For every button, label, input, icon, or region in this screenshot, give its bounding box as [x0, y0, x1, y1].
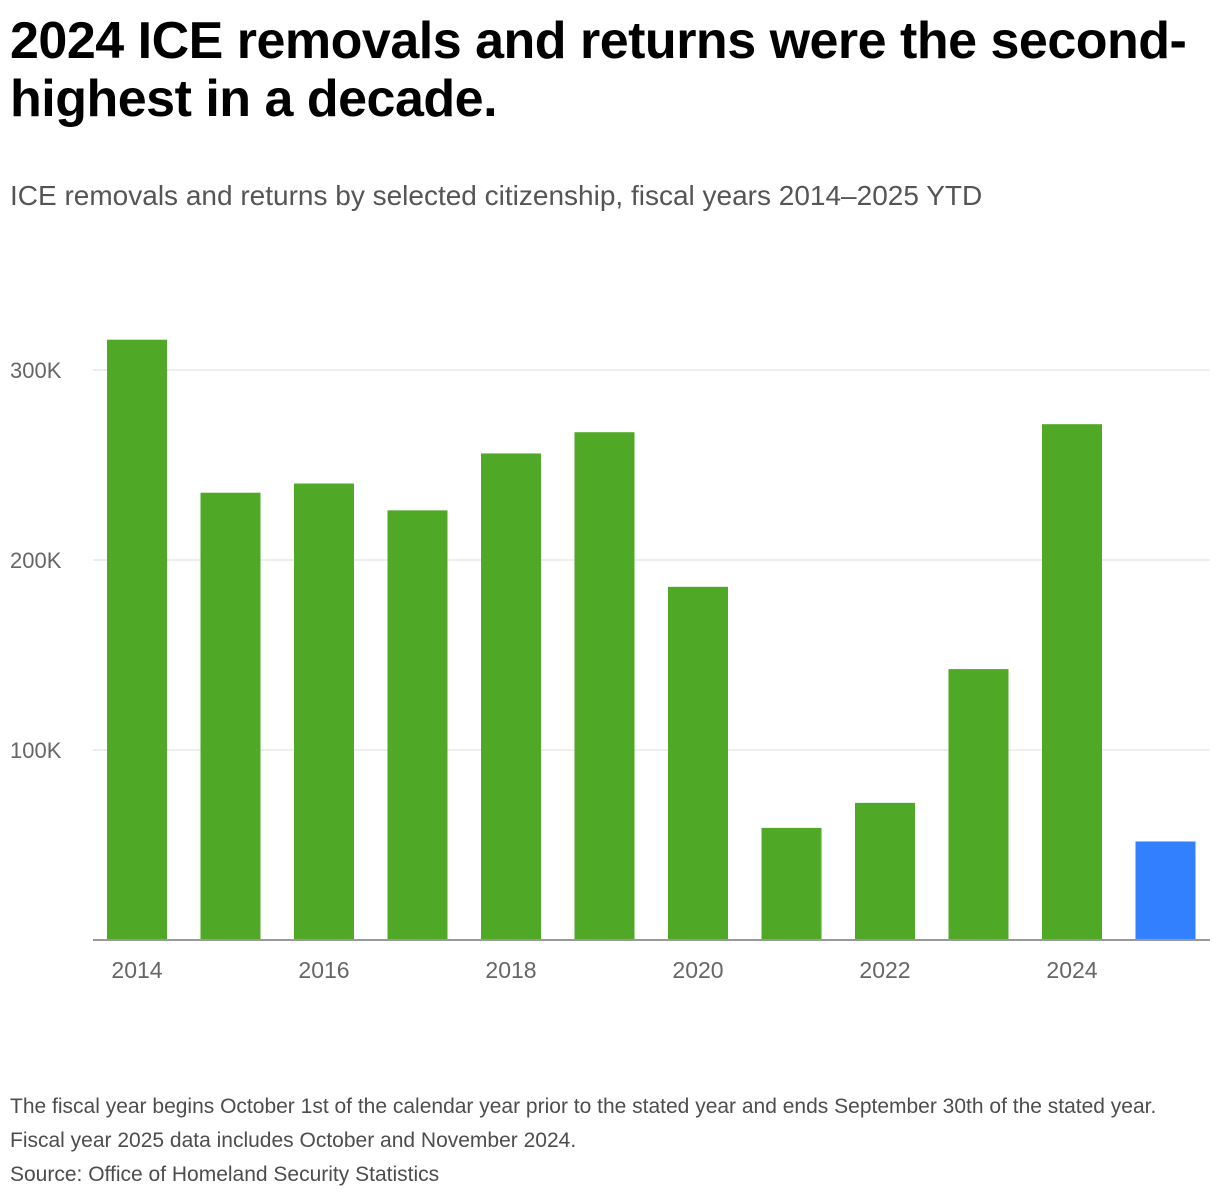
bar — [200, 492, 261, 940]
bar — [1135, 841, 1196, 940]
bar — [948, 669, 1009, 940]
fiscal-year-note: The fiscal year begins October 1st of th… — [10, 1095, 1157, 1152]
x-tick-label: 2016 — [298, 957, 349, 983]
x-tick-label: 2020 — [672, 957, 723, 983]
y-tick-label: 300K — [10, 358, 62, 383]
chart-subtitle: ICE removals and returns by selected cit… — [10, 180, 983, 211]
footnote: The fiscal year begins October 1st of th… — [10, 1090, 1200, 1192]
bar — [1042, 424, 1102, 940]
bar — [668, 586, 728, 940]
bar — [481, 453, 541, 940]
x-tick-label: 2018 — [485, 957, 536, 983]
bar-chart: 100K 200K 300K 2014 2016 2018 2020 2022 2024 — [10, 339, 1210, 983]
bar — [574, 432, 635, 940]
x-tick-label: 2022 — [859, 957, 910, 983]
bar — [855, 802, 915, 940]
bar — [107, 339, 167, 940]
bar — [294, 483, 354, 940]
bar — [761, 827, 822, 940]
chart-title: 2024 ICE removals and returns were the s… — [10, 12, 1187, 128]
bar — [387, 510, 448, 940]
source-note: Source: Office of Homeland Security Stat… — [10, 1163, 440, 1186]
y-tick-label: 100K — [10, 738, 62, 763]
y-tick-label: 200K — [10, 548, 62, 573]
x-tick-label: 2014 — [111, 957, 162, 983]
x-tick-label: 2024 — [1046, 957, 1097, 983]
